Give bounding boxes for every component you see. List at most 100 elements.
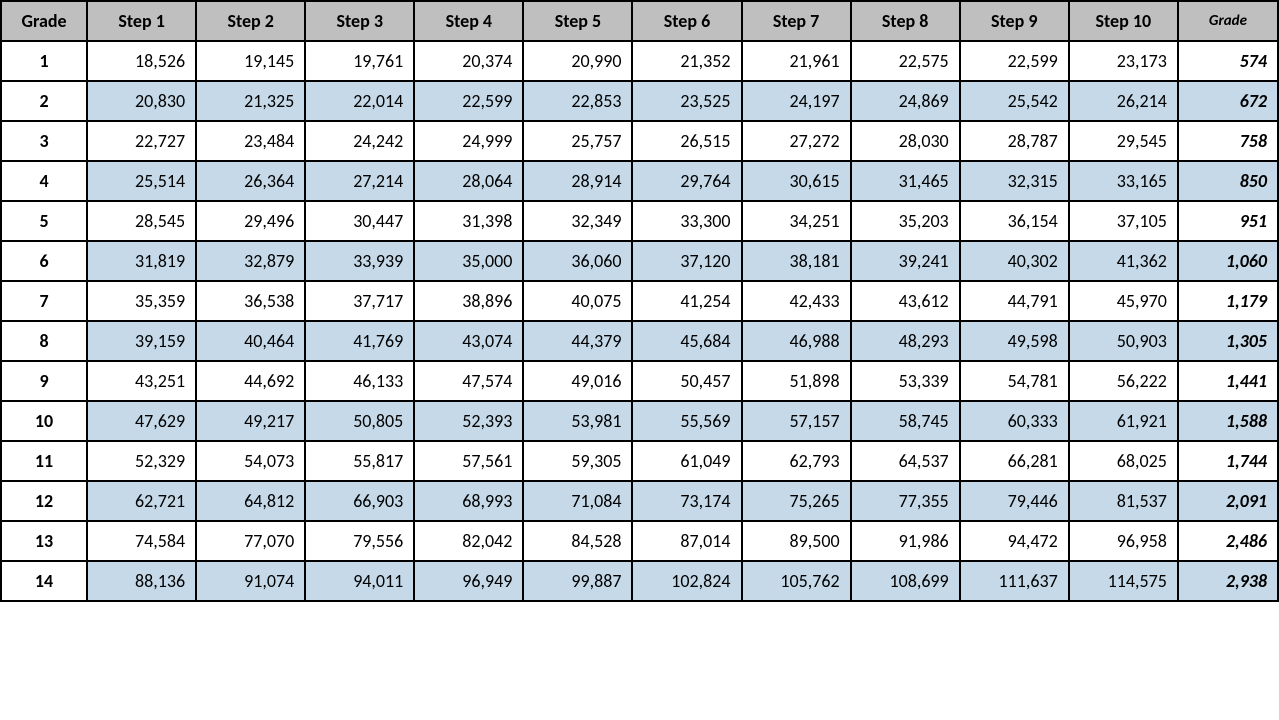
- step-cell-8: 48,293: [851, 321, 960, 361]
- step-cell-1: 35,359: [87, 281, 196, 321]
- step-cell-7: 34,251: [742, 201, 851, 241]
- grade-cell: 9: [1, 361, 87, 401]
- step-cell-10: 114,575: [1069, 561, 1178, 601]
- step-cell-7: 75,265: [742, 481, 851, 521]
- step-cell-10: 29,545: [1069, 121, 1178, 161]
- step-cell-9: 32,315: [960, 161, 1069, 201]
- within-grade-cell: 1,305: [1178, 321, 1278, 361]
- step-cell-8: 64,537: [851, 441, 960, 481]
- step-cell-4: 68,993: [414, 481, 523, 521]
- table-row: 220,83021,32522,01422,59922,85323,52524,…: [1, 81, 1278, 121]
- step-cell-8: 58,745: [851, 401, 960, 441]
- step-cell-8: 31,465: [851, 161, 960, 201]
- step-cell-6: 73,174: [632, 481, 741, 521]
- step-cell-1: 25,514: [87, 161, 196, 201]
- table-row: 118,52619,14519,76120,37420,99021,35221,…: [1, 41, 1278, 81]
- step-cell-5: 22,853: [523, 81, 632, 121]
- step-cell-2: 91,074: [196, 561, 305, 601]
- step-cell-9: 66,281: [960, 441, 1069, 481]
- step-cell-3: 27,214: [305, 161, 414, 201]
- step-cell-6: 41,254: [632, 281, 741, 321]
- step-cell-8: 22,575: [851, 41, 960, 81]
- step-cell-7: 105,762: [742, 561, 851, 601]
- within-grade-cell: 574: [1178, 41, 1278, 81]
- step-cell-3: 79,556: [305, 521, 414, 561]
- within-grade-cell: 1,744: [1178, 441, 1278, 481]
- step-cell-1: 39,159: [87, 321, 196, 361]
- step-cell-5: 25,757: [523, 121, 632, 161]
- step-cell-3: 41,769: [305, 321, 414, 361]
- within-grade-cell: 672: [1178, 81, 1278, 121]
- step-cell-3: 37,717: [305, 281, 414, 321]
- table-row: 1262,72164,81266,90368,99371,08473,17475…: [1, 481, 1278, 521]
- step-cell-8: 108,699: [851, 561, 960, 601]
- step-cell-10: 41,362: [1069, 241, 1178, 281]
- step-cell-1: 22,727: [87, 121, 196, 161]
- step-cell-2: 54,073: [196, 441, 305, 481]
- step-cell-7: 46,988: [742, 321, 851, 361]
- step-cell-2: 19,145: [196, 41, 305, 81]
- table-row: 1374,58477,07079,55682,04284,52887,01489…: [1, 521, 1278, 561]
- step-cell-1: 43,251: [87, 361, 196, 401]
- step-cell-9: 28,787: [960, 121, 1069, 161]
- step-cell-7: 42,433: [742, 281, 851, 321]
- step-cell-5: 44,379: [523, 321, 632, 361]
- grade-cell: 3: [1, 121, 87, 161]
- step-cell-6: 45,684: [632, 321, 741, 361]
- step-cell-3: 50,805: [305, 401, 414, 441]
- grade-cell: 4: [1, 161, 87, 201]
- step-cell-9: 49,598: [960, 321, 1069, 361]
- step-cell-3: 33,939: [305, 241, 414, 281]
- step-cell-10: 96,958: [1069, 521, 1178, 561]
- within-grade-cell: 1,588: [1178, 401, 1278, 441]
- step-cell-7: 38,181: [742, 241, 851, 281]
- step-cell-2: 29,496: [196, 201, 305, 241]
- grade-cell: 5: [1, 201, 87, 241]
- step-cell-1: 20,830: [87, 81, 196, 121]
- header-row: GradeStep 1Step 2Step 3Step 4Step 5Step …: [1, 1, 1278, 41]
- step-cell-7: 51,898: [742, 361, 851, 401]
- step-cell-8: 77,355: [851, 481, 960, 521]
- grade-cell: 11: [1, 441, 87, 481]
- step-cell-3: 19,761: [305, 41, 414, 81]
- step-cell-9: 22,599: [960, 41, 1069, 81]
- step-cell-2: 23,484: [196, 121, 305, 161]
- step-cell-6: 21,352: [632, 41, 741, 81]
- step-cell-9: 94,472: [960, 521, 1069, 561]
- step-cell-10: 33,165: [1069, 161, 1178, 201]
- step-cell-6: 33,300: [632, 201, 741, 241]
- table-row: 1047,62949,21750,80552,39353,98155,56957…: [1, 401, 1278, 441]
- step-cell-9: 40,302: [960, 241, 1069, 281]
- step-cell-8: 53,339: [851, 361, 960, 401]
- table-row: 943,25144,69246,13347,57449,01650,45751,…: [1, 361, 1278, 401]
- step-cell-10: 23,173: [1069, 41, 1178, 81]
- grade-cell: 14: [1, 561, 87, 601]
- step-cell-1: 47,629: [87, 401, 196, 441]
- step-cell-10: 56,222: [1069, 361, 1178, 401]
- step-cell-4: 28,064: [414, 161, 523, 201]
- step-cell-10: 68,025: [1069, 441, 1178, 481]
- grade-cell: 8: [1, 321, 87, 361]
- within-grade-cell: 2,486: [1178, 521, 1278, 561]
- step-cell-10: 61,921: [1069, 401, 1178, 441]
- step-cell-7: 57,157: [742, 401, 851, 441]
- step-cell-4: 24,999: [414, 121, 523, 161]
- table-row: 425,51426,36427,21428,06428,91429,76430,…: [1, 161, 1278, 201]
- pay-scale-table: GradeStep 1Step 2Step 3Step 4Step 5Step …: [0, 0, 1279, 602]
- header-step-8: Step 8: [851, 1, 960, 41]
- grade-cell: 13: [1, 521, 87, 561]
- step-cell-7: 21,961: [742, 41, 851, 81]
- header-step-4: Step 4: [414, 1, 523, 41]
- step-cell-6: 61,049: [632, 441, 741, 481]
- step-cell-10: 81,537: [1069, 481, 1178, 521]
- header-grade: Grade: [1, 1, 87, 41]
- table-body: 118,52619,14519,76120,37420,99021,35221,…: [1, 41, 1278, 601]
- table-row: 322,72723,48424,24224,99925,75726,51527,…: [1, 121, 1278, 161]
- step-cell-2: 26,364: [196, 161, 305, 201]
- step-cell-7: 89,500: [742, 521, 851, 561]
- step-cell-4: 57,561: [414, 441, 523, 481]
- grade-cell: 10: [1, 401, 87, 441]
- step-cell-1: 18,526: [87, 41, 196, 81]
- step-cell-9: 36,154: [960, 201, 1069, 241]
- header-step-5: Step 5: [523, 1, 632, 41]
